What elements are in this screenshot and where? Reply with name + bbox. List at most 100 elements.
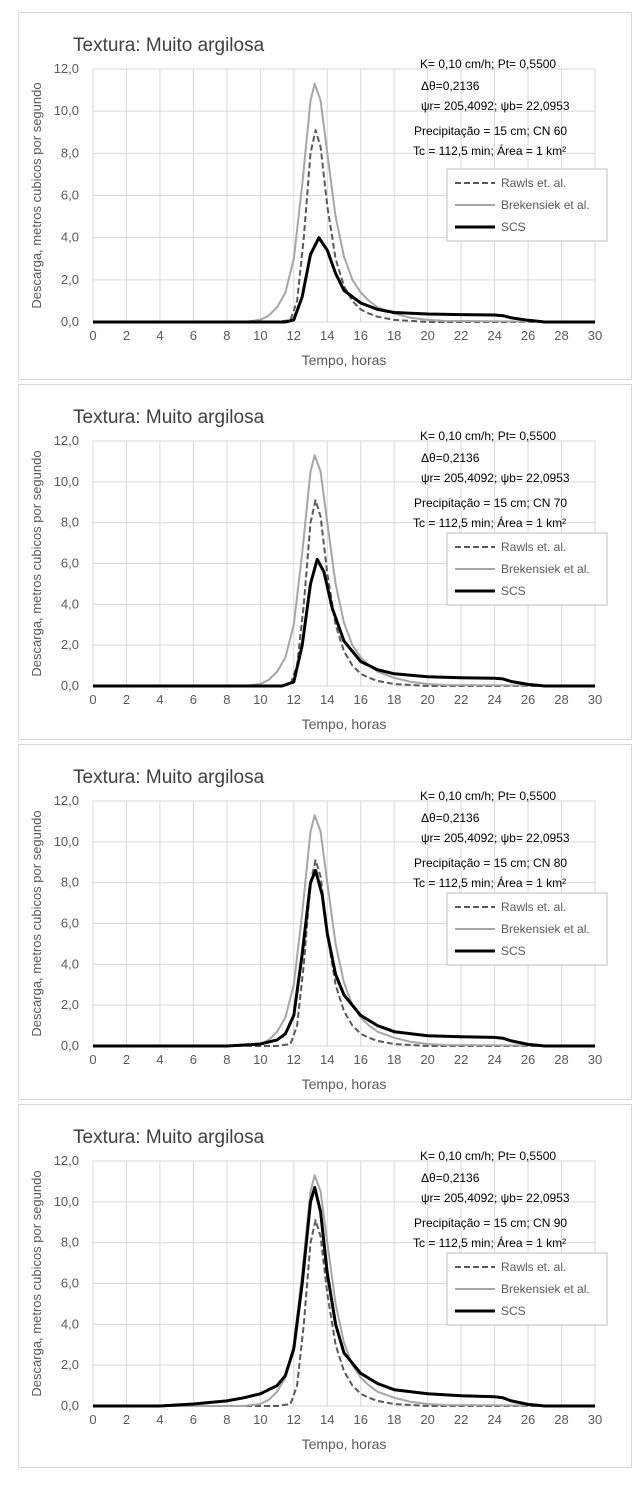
y-tick-label: 10,0 bbox=[54, 474, 79, 489]
series-line-rawls bbox=[93, 859, 595, 1047]
param-text: Precipitação = 15 cm; CN 80 bbox=[414, 856, 567, 870]
param-text: ψr= 205,4092; ψb= 22,0953 bbox=[421, 99, 570, 113]
x-tick-label: 24 bbox=[487, 1412, 501, 1427]
x-axis-label: Tempo, horas bbox=[302, 716, 387, 732]
x-tick-label: 14 bbox=[320, 692, 334, 707]
x-tick-label: 4 bbox=[156, 1052, 163, 1067]
x-tick-label: 12 bbox=[287, 328, 301, 343]
param-text: Precipitação = 15 cm; CN 60 bbox=[414, 124, 567, 138]
x-tick-label: 26 bbox=[521, 692, 535, 707]
y-tick-label: 6,0 bbox=[61, 916, 79, 931]
y-tick-label: 0,0 bbox=[61, 1038, 79, 1053]
param-text: K= 0,10 cm/h; Pt= 0,5500 bbox=[420, 1149, 556, 1163]
x-tick-label: 6 bbox=[190, 1412, 197, 1427]
y-tick-label: 10,0 bbox=[54, 1194, 79, 1209]
chart-svg: 0 2 4 6 8 10 12 14 16 18 20 22 24 26 28 300,02,04,06,08… bbox=[29, 767, 608, 1092]
x-axis-label: Tempo, horas bbox=[302, 352, 387, 368]
x-tick-label: 18 bbox=[387, 328, 401, 343]
param-text: Tc = 112,5 min; Área = 1 km² bbox=[413, 143, 566, 158]
x-tick-label: 24 bbox=[487, 692, 501, 707]
chart-panel-4: 0 2 4 6 8 10 12 14 16 18 20 22 24 26 28 30 0,0 2,0 4,0 6,0 8… bbox=[18, 1104, 632, 1468]
param-text: Precipitação = 15 cm; CN 90 bbox=[414, 1216, 567, 1230]
x-tick-label: 8 bbox=[223, 692, 230, 707]
x-tick-label: 30 bbox=[588, 692, 602, 707]
y-tick-label: 2,0 bbox=[61, 1357, 79, 1372]
chart-panel-3: 0 2 4 6 8 10 12 14 16 18 20 22 24 26 28 30 0,0 2,0 4,0 6,0 8… bbox=[18, 744, 632, 1100]
y-tick-label: 2,0 bbox=[61, 997, 79, 1012]
series-line-scs bbox=[93, 868, 595, 1048]
y-axis-label: Descarga, metros cubicos por segundo bbox=[29, 450, 44, 676]
series-line-brakensiek bbox=[93, 1174, 596, 1407]
x-tick-label: 4 bbox=[156, 328, 163, 343]
param-text: K= 0,10 cm/h; Pt= 0,5500 bbox=[420, 57, 556, 71]
y-tick-label: 0,0 bbox=[61, 314, 79, 329]
param-text: ψr= 205,4092; ψb= 22,0953 bbox=[421, 1191, 570, 1205]
series-line-brakensiek bbox=[93, 814, 596, 1047]
x-tick-label: 10 bbox=[253, 692, 267, 707]
param-text: Tc = 112,5 min; Área = 1 km² bbox=[413, 515, 566, 530]
x-tick-label: 26 bbox=[521, 1412, 535, 1427]
x-tick-label: 30 bbox=[588, 1052, 602, 1067]
x-tick-label: 30 bbox=[588, 328, 602, 343]
x-tick-label: 0 bbox=[89, 1412, 96, 1427]
x-tick-label: 28 bbox=[554, 1412, 568, 1427]
x-tick-label: 12 bbox=[287, 1052, 301, 1067]
x-tick-label: 26 bbox=[521, 1052, 535, 1067]
x-tick-label: 28 bbox=[554, 1052, 568, 1067]
legend-label: Brekensiek et al. bbox=[501, 1282, 590, 1296]
x-tick-label: 8 bbox=[223, 1412, 230, 1427]
x-tick-label: 6 bbox=[190, 692, 197, 707]
chart-panel-2: 0 2 4 6 8 10 12 14 16 18 20 22 24 26 28 30 0,0 2,0 4,0 6,0 8… bbox=[18, 384, 632, 740]
y-tick-label: 4,0 bbox=[61, 596, 79, 611]
x-tick-label: 22 bbox=[454, 1052, 468, 1067]
x-tick-label: 24 bbox=[487, 1052, 501, 1067]
series-line-brakensiek bbox=[93, 454, 596, 687]
x-tick-label: 2 bbox=[123, 692, 130, 707]
legend-label: Rawls et. al. bbox=[501, 1260, 566, 1274]
y-tick-label: 12,0 bbox=[54, 793, 79, 808]
series-line-scs bbox=[93, 236, 595, 324]
param-text: Precipitação = 15 cm; CN 70 bbox=[414, 496, 567, 510]
param-text: Δθ=0,2136 bbox=[421, 451, 480, 465]
x-tick-label: 10 bbox=[253, 1412, 267, 1427]
param-text: Δθ=0,2136 bbox=[421, 811, 480, 825]
legend-label: SCS bbox=[501, 944, 526, 958]
y-tick-label: 12,0 bbox=[54, 61, 79, 76]
x-tick-label: 4 bbox=[156, 692, 163, 707]
x-tick-label: 14 bbox=[320, 328, 334, 343]
legend-label: Rawls et. al. bbox=[501, 540, 566, 554]
x-tick-label: 10 bbox=[253, 328, 267, 343]
x-tick-label: 12 bbox=[287, 692, 301, 707]
x-tick-label: 6 bbox=[190, 1052, 197, 1067]
x-tick-label: 16 bbox=[353, 692, 367, 707]
x-tick-label: 20 bbox=[420, 1052, 434, 1067]
y-tick-label: 8,0 bbox=[61, 145, 79, 160]
y-tick-label: 4,0 bbox=[61, 1316, 79, 1331]
param-text: Δθ=0,2136 bbox=[421, 1171, 480, 1185]
y-tick-label: 4,0 bbox=[61, 230, 79, 245]
series-line-brakensiek bbox=[93, 82, 596, 323]
x-tick-label: 8 bbox=[223, 1052, 230, 1067]
legend-label: SCS bbox=[501, 1304, 526, 1318]
legend-label: SCS bbox=[501, 220, 526, 234]
legend-label: Rawls et. al. bbox=[501, 900, 566, 914]
y-tick-label: 0,0 bbox=[61, 678, 79, 693]
x-tick-label: 2 bbox=[123, 1052, 130, 1067]
x-tick-label: 16 bbox=[353, 328, 367, 343]
x-tick-label: 16 bbox=[353, 1412, 367, 1427]
y-tick-label: 10,0 bbox=[54, 103, 79, 118]
y-tick-label: 2,0 bbox=[61, 637, 79, 652]
y-tick-label: 12,0 bbox=[54, 433, 79, 448]
param-text: K= 0,10 cm/h; Pt= 0,5500 bbox=[420, 789, 556, 803]
x-tick-label: 0 bbox=[89, 328, 96, 343]
x-tick-label: 22 bbox=[454, 328, 468, 343]
x-tick-label: 12 bbox=[287, 1412, 301, 1427]
x-tick-label: 28 bbox=[554, 328, 568, 343]
y-tick-label: 4,0 bbox=[61, 956, 79, 971]
chart-title: Textura: Muito argilosa bbox=[73, 35, 265, 56]
x-tick-label: 20 bbox=[420, 1412, 434, 1427]
y-axis-label: Descarga, metros cubicos por segundo bbox=[29, 810, 44, 1036]
legend-label: Brekensiek et al. bbox=[501, 922, 590, 936]
param-text: K= 0,10 cm/h; Pt= 0,5500 bbox=[420, 429, 556, 443]
param-text: ψr= 205,4092; ψb= 22,0953 bbox=[421, 471, 570, 485]
